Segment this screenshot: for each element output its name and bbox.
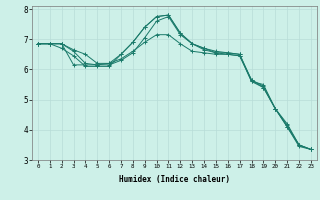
X-axis label: Humidex (Indice chaleur): Humidex (Indice chaleur) [119,175,230,184]
